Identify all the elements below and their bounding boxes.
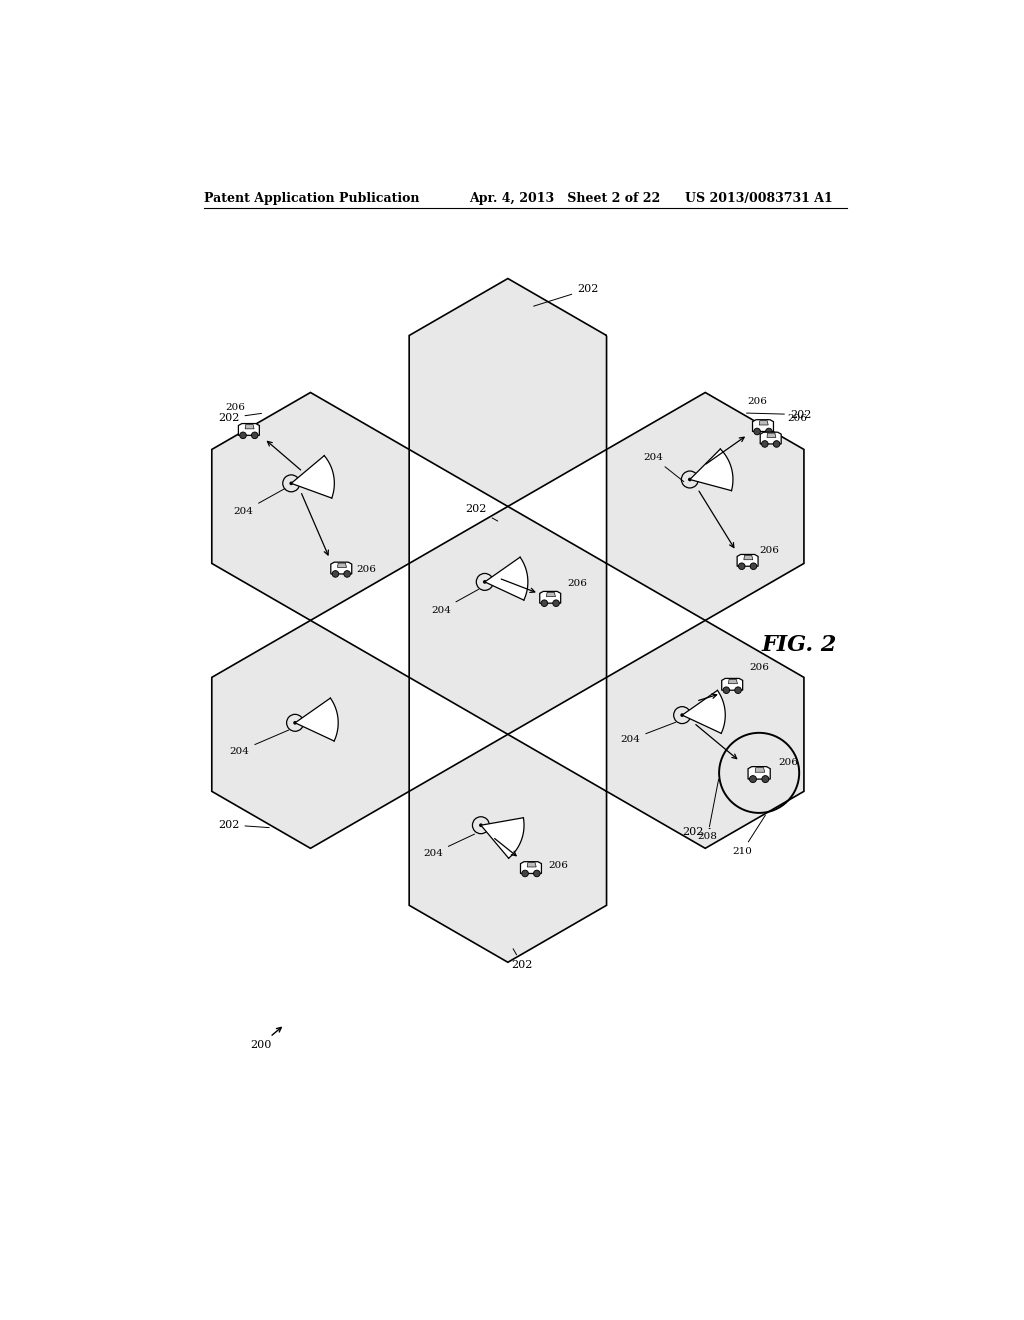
- Polygon shape: [606, 620, 804, 849]
- Polygon shape: [295, 698, 338, 741]
- Polygon shape: [520, 862, 542, 874]
- Polygon shape: [410, 734, 606, 962]
- Text: 202: 202: [466, 504, 498, 521]
- Text: 206: 206: [787, 414, 808, 424]
- Circle shape: [750, 776, 757, 783]
- Circle shape: [680, 713, 684, 717]
- Polygon shape: [331, 562, 352, 574]
- Text: Apr. 4, 2013   Sheet 2 of 22: Apr. 4, 2013 Sheet 2 of 22: [469, 191, 660, 205]
- Circle shape: [773, 441, 780, 447]
- Circle shape: [344, 570, 350, 577]
- Text: 202: 202: [534, 284, 599, 306]
- Polygon shape: [722, 678, 742, 690]
- Circle shape: [553, 599, 559, 606]
- Text: 208: 208: [697, 779, 719, 841]
- Text: US 2013/0083731 A1: US 2013/0083731 A1: [685, 191, 833, 205]
- Polygon shape: [540, 591, 561, 603]
- Circle shape: [723, 686, 730, 693]
- Polygon shape: [410, 279, 606, 507]
- Circle shape: [240, 432, 247, 438]
- Circle shape: [541, 599, 548, 606]
- Text: 206: 206: [567, 578, 587, 587]
- Circle shape: [754, 428, 761, 434]
- Polygon shape: [737, 554, 758, 566]
- Text: 204: 204: [229, 730, 289, 755]
- Polygon shape: [753, 420, 773, 432]
- Circle shape: [293, 721, 297, 725]
- Polygon shape: [767, 433, 776, 437]
- Polygon shape: [760, 432, 781, 444]
- Polygon shape: [212, 392, 410, 620]
- Circle shape: [483, 579, 486, 583]
- Polygon shape: [481, 817, 524, 858]
- Circle shape: [534, 870, 540, 876]
- Polygon shape: [527, 863, 537, 867]
- Circle shape: [332, 570, 339, 577]
- Circle shape: [252, 432, 258, 438]
- Circle shape: [762, 776, 769, 783]
- Text: 202: 202: [512, 949, 534, 970]
- Circle shape: [762, 441, 768, 447]
- Polygon shape: [755, 768, 765, 772]
- Text: 206: 206: [225, 403, 246, 412]
- Text: 206: 206: [750, 664, 769, 672]
- Text: 204: 204: [431, 590, 478, 615]
- Text: 210: 210: [732, 816, 765, 855]
- Polygon shape: [410, 507, 606, 734]
- Circle shape: [522, 870, 528, 876]
- Polygon shape: [682, 690, 725, 734]
- Polygon shape: [484, 557, 528, 601]
- Text: 206: 206: [778, 758, 799, 767]
- Text: Patent Application Publication: Patent Application Publication: [204, 191, 419, 205]
- Polygon shape: [728, 680, 737, 684]
- Circle shape: [735, 686, 741, 693]
- Polygon shape: [690, 449, 733, 491]
- Text: 202: 202: [218, 413, 261, 422]
- Circle shape: [751, 562, 757, 569]
- Polygon shape: [759, 421, 768, 425]
- Text: 204: 204: [423, 834, 474, 858]
- Polygon shape: [743, 556, 753, 560]
- Text: 204: 204: [644, 453, 684, 482]
- Circle shape: [290, 482, 293, 486]
- Polygon shape: [291, 455, 335, 498]
- Text: 200: 200: [250, 1027, 282, 1049]
- Text: 202: 202: [218, 820, 269, 830]
- Text: 202: 202: [746, 409, 811, 420]
- Polygon shape: [606, 392, 804, 620]
- Text: 206: 206: [759, 545, 779, 554]
- Polygon shape: [749, 767, 770, 779]
- Text: 204: 204: [233, 488, 285, 516]
- Circle shape: [479, 824, 482, 828]
- Polygon shape: [338, 564, 346, 568]
- Polygon shape: [212, 620, 410, 849]
- Text: 206: 206: [356, 565, 377, 574]
- Circle shape: [738, 562, 745, 569]
- Polygon shape: [245, 425, 254, 429]
- Text: FIG. 2: FIG. 2: [762, 634, 838, 656]
- Circle shape: [688, 478, 691, 482]
- Polygon shape: [239, 424, 259, 436]
- Text: 204: 204: [621, 722, 676, 744]
- Text: 202: 202: [682, 826, 711, 837]
- Text: 206: 206: [748, 397, 767, 407]
- Text: 206: 206: [548, 861, 567, 870]
- Circle shape: [766, 428, 772, 434]
- Polygon shape: [547, 593, 555, 597]
